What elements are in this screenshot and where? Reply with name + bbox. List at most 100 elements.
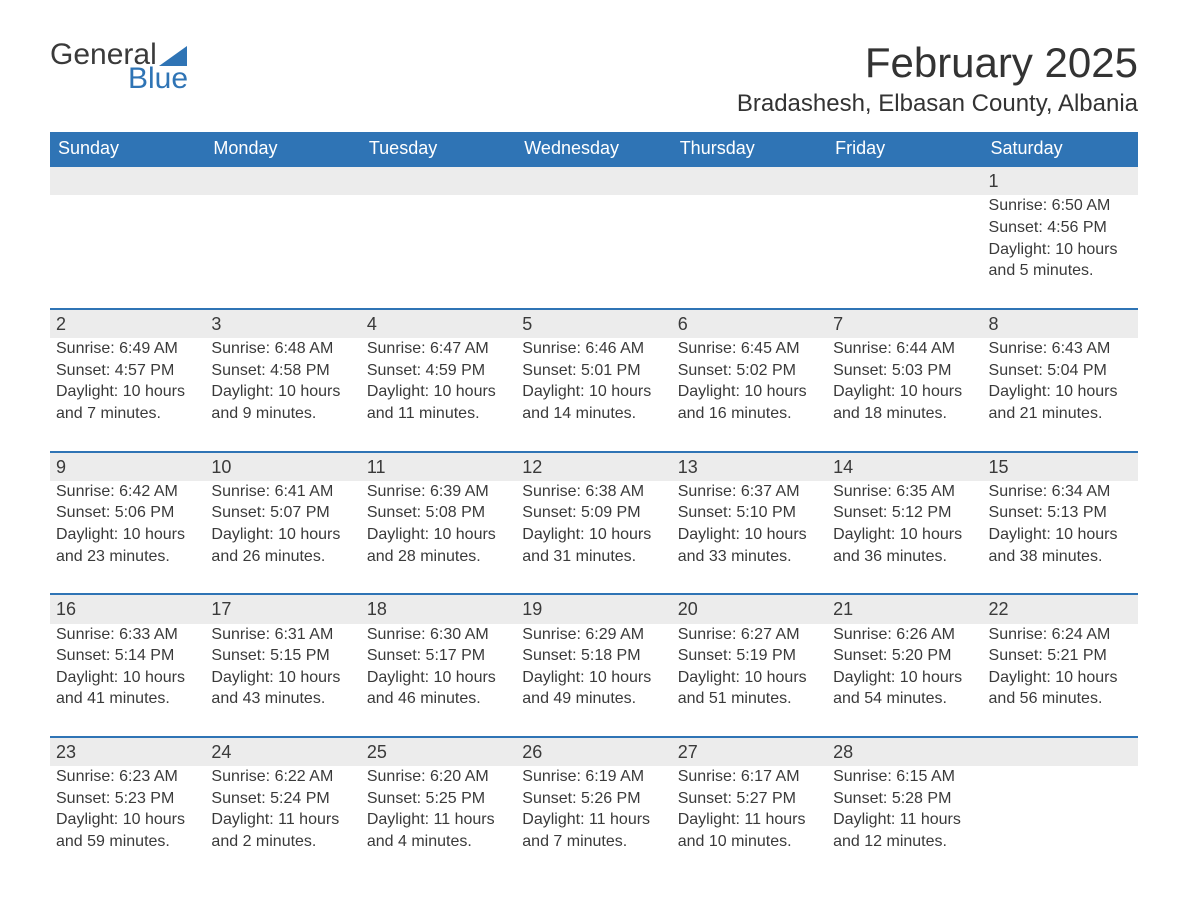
calendar-head: SundayMondayTuesdayWednesdayThursdayFrid… [50, 132, 1138, 166]
daynum-row: 9101112131415 [50, 452, 1138, 481]
daylight-text: Daylight: 11 hours and 10 minutes. [678, 809, 821, 852]
day-cell: Sunrise: 6:39 AMSunset: 5:08 PMDaylight:… [361, 481, 516, 594]
sunset-text: Sunset: 5:02 PM [678, 360, 821, 382]
day-number-cell: 1 [983, 166, 1138, 195]
sunrise-text: Sunrise: 6:17 AM [678, 766, 821, 788]
sunset-text: Sunset: 5:26 PM [522, 788, 665, 810]
day-number-cell: 13 [672, 452, 827, 481]
sunset-text: Sunset: 5:15 PM [211, 645, 354, 667]
day-number-cell: 10 [205, 452, 360, 481]
daylight-text: Daylight: 10 hours and 43 minutes. [211, 667, 354, 710]
sunset-text: Sunset: 5:28 PM [833, 788, 976, 810]
sunset-text: Sunset: 5:13 PM [989, 502, 1132, 524]
day-cell: Sunrise: 6:45 AMSunset: 5:02 PMDaylight:… [672, 338, 827, 451]
day-number-cell [50, 166, 205, 195]
sunset-text: Sunset: 5:21 PM [989, 645, 1132, 667]
sunrise-text: Sunrise: 6:38 AM [522, 481, 665, 503]
day-cell: Sunrise: 6:15 AMSunset: 5:28 PMDaylight:… [827, 766, 982, 878]
day-number-cell: 19 [516, 594, 671, 623]
day-number-cell: 28 [827, 737, 982, 766]
day-number-cell: 17 [205, 594, 360, 623]
day-number-cell: 18 [361, 594, 516, 623]
day-number-cell: 12 [516, 452, 671, 481]
weekday-header: Monday [205, 132, 360, 166]
sunset-text: Sunset: 5:23 PM [56, 788, 199, 810]
sunset-text: Sunset: 5:27 PM [678, 788, 821, 810]
daynum-row: 2345678 [50, 309, 1138, 338]
calendar-table: SundayMondayTuesdayWednesdayThursdayFrid… [50, 132, 1138, 878]
day-cell: Sunrise: 6:24 AMSunset: 5:21 PMDaylight:… [983, 624, 1138, 737]
sunrise-text: Sunrise: 6:41 AM [211, 481, 354, 503]
day-number-cell: 15 [983, 452, 1138, 481]
sunset-text: Sunset: 5:08 PM [367, 502, 510, 524]
day-cell: Sunrise: 6:49 AMSunset: 4:57 PMDaylight:… [50, 338, 205, 451]
day-number-cell: 4 [361, 309, 516, 338]
day-cell: Sunrise: 6:41 AMSunset: 5:07 PMDaylight:… [205, 481, 360, 594]
daylight-text: Daylight: 10 hours and 56 minutes. [989, 667, 1132, 710]
sunrise-text: Sunrise: 6:22 AM [211, 766, 354, 788]
day-cell: Sunrise: 6:44 AMSunset: 5:03 PMDaylight:… [827, 338, 982, 451]
day-number-cell: 21 [827, 594, 982, 623]
day-cell [827, 195, 982, 308]
sunrise-text: Sunrise: 6:39 AM [367, 481, 510, 503]
sunrise-text: Sunrise: 6:43 AM [989, 338, 1132, 360]
sunset-text: Sunset: 5:03 PM [833, 360, 976, 382]
daylight-text: Daylight: 10 hours and 41 minutes. [56, 667, 199, 710]
daylight-text: Daylight: 11 hours and 7 minutes. [522, 809, 665, 852]
day-number-cell: 14 [827, 452, 982, 481]
day-cell [983, 766, 1138, 878]
sunrise-text: Sunrise: 6:26 AM [833, 624, 976, 646]
sunset-text: Sunset: 5:19 PM [678, 645, 821, 667]
day-cell: Sunrise: 6:23 AMSunset: 5:23 PMDaylight:… [50, 766, 205, 878]
daylight-text: Daylight: 10 hours and 16 minutes. [678, 381, 821, 424]
daylight-text: Daylight: 10 hours and 31 minutes. [522, 524, 665, 567]
day-cell: Sunrise: 6:17 AMSunset: 5:27 PMDaylight:… [672, 766, 827, 878]
sunrise-text: Sunrise: 6:35 AM [833, 481, 976, 503]
title-block: February 2025 Bradashesh, Elbasan County… [737, 40, 1138, 118]
sunset-text: Sunset: 4:59 PM [367, 360, 510, 382]
sunrise-text: Sunrise: 6:23 AM [56, 766, 199, 788]
daylight-text: Daylight: 10 hours and 33 minutes. [678, 524, 821, 567]
day-number-cell [361, 166, 516, 195]
sunset-text: Sunset: 5:20 PM [833, 645, 976, 667]
daylight-text: Daylight: 10 hours and 9 minutes. [211, 381, 354, 424]
daylight-text: Daylight: 10 hours and 28 minutes. [367, 524, 510, 567]
sunrise-text: Sunrise: 6:20 AM [367, 766, 510, 788]
day-number-cell: 3 [205, 309, 360, 338]
sunset-text: Sunset: 5:25 PM [367, 788, 510, 810]
day-cell [672, 195, 827, 308]
weekday-header: Thursday [672, 132, 827, 166]
daylight-text: Daylight: 10 hours and 26 minutes. [211, 524, 354, 567]
day-cell: Sunrise: 6:26 AMSunset: 5:20 PMDaylight:… [827, 624, 982, 737]
location: Bradashesh, Elbasan County, Albania [737, 90, 1138, 118]
daynum-row: 232425262728 [50, 737, 1138, 766]
day-cell: Sunrise: 6:22 AMSunset: 5:24 PMDaylight:… [205, 766, 360, 878]
day-cell: Sunrise: 6:35 AMSunset: 5:12 PMDaylight:… [827, 481, 982, 594]
sunrise-text: Sunrise: 6:50 AM [989, 195, 1132, 217]
sunset-text: Sunset: 5:04 PM [989, 360, 1132, 382]
daylight-text: Daylight: 11 hours and 4 minutes. [367, 809, 510, 852]
sunset-text: Sunset: 5:24 PM [211, 788, 354, 810]
daylight-text: Daylight: 10 hours and 46 minutes. [367, 667, 510, 710]
sunrise-text: Sunrise: 6:24 AM [989, 624, 1132, 646]
sunset-text: Sunset: 5:06 PM [56, 502, 199, 524]
daylight-text: Daylight: 10 hours and 38 minutes. [989, 524, 1132, 567]
day-number-cell: 9 [50, 452, 205, 481]
daylight-text: Daylight: 10 hours and 36 minutes. [833, 524, 976, 567]
day-cell: Sunrise: 6:37 AMSunset: 5:10 PMDaylight:… [672, 481, 827, 594]
daylight-text: Daylight: 10 hours and 21 minutes. [989, 381, 1132, 424]
day-number-cell [983, 737, 1138, 766]
daylight-text: Daylight: 11 hours and 2 minutes. [211, 809, 354, 852]
day-number-cell: 2 [50, 309, 205, 338]
weekday-header: Wednesday [516, 132, 671, 166]
day-number-cell: 22 [983, 594, 1138, 623]
brand-text-2: Blue [128, 64, 188, 94]
day-cell: Sunrise: 6:31 AMSunset: 5:15 PMDaylight:… [205, 624, 360, 737]
weekday-header: Sunday [50, 132, 205, 166]
content-row: Sunrise: 6:23 AMSunset: 5:23 PM Daylight:… [50, 766, 1138, 878]
brand-logo: General Blue [50, 40, 188, 94]
content-row: Sunrise: 6:49 AMSunset: 4:57 PMDaylight:… [50, 338, 1138, 451]
sunrise-text: Sunrise: 6:45 AM [678, 338, 821, 360]
daylight-text: Daylight: 10 hours and 5 minutes. [989, 239, 1132, 282]
daynum-row: 16171819202122 [50, 594, 1138, 623]
